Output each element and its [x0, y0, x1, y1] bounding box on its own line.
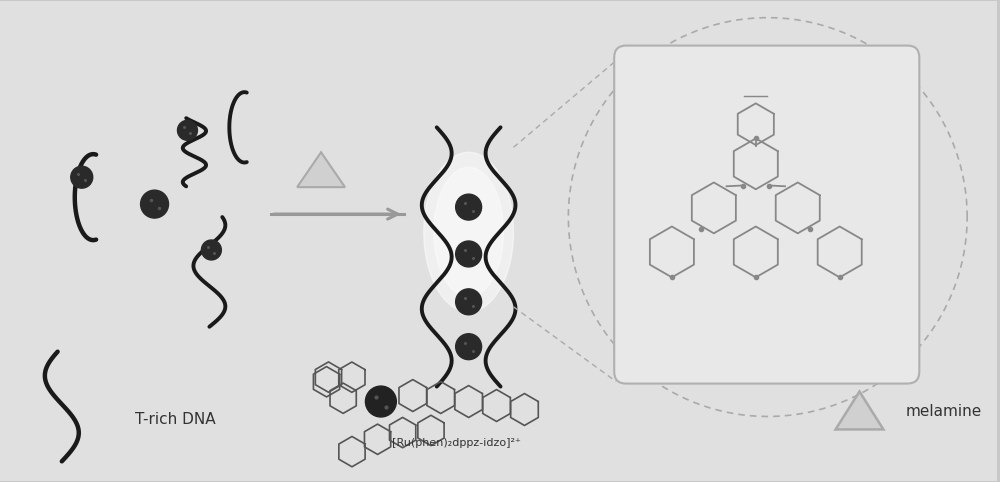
Ellipse shape — [434, 167, 504, 297]
Circle shape — [71, 166, 93, 188]
Circle shape — [177, 120, 197, 140]
FancyBboxPatch shape — [614, 46, 919, 384]
Ellipse shape — [424, 152, 514, 312]
Text: T-rich DNA: T-rich DNA — [135, 412, 215, 427]
Text: [Ru(phen)₂dppz-idzo]²⁺: [Ru(phen)₂dppz-idzo]²⁺ — [392, 439, 521, 448]
Polygon shape — [836, 391, 883, 429]
Circle shape — [141, 190, 169, 218]
Circle shape — [456, 334, 482, 360]
Circle shape — [201, 240, 221, 260]
Text: melamine: melamine — [905, 404, 982, 419]
Circle shape — [456, 289, 482, 315]
Circle shape — [456, 194, 482, 220]
Polygon shape — [297, 152, 345, 187]
Circle shape — [365, 386, 396, 417]
Circle shape — [456, 241, 482, 267]
